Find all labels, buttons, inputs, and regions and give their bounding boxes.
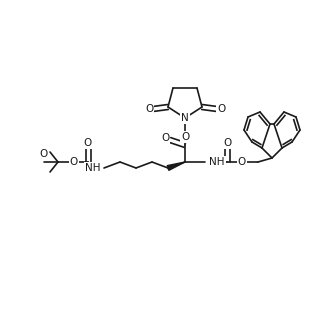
Text: O: O — [84, 138, 92, 148]
Text: N: N — [181, 113, 189, 123]
Text: NH: NH — [209, 157, 224, 167]
Text: O: O — [70, 157, 78, 167]
Polygon shape — [167, 162, 185, 170]
Text: O: O — [145, 104, 153, 114]
Text: O: O — [217, 104, 225, 114]
Text: O: O — [238, 157, 246, 167]
Text: O: O — [40, 149, 48, 159]
Text: O: O — [161, 133, 169, 143]
Text: O: O — [223, 138, 231, 148]
Text: O: O — [181, 132, 189, 142]
Text: NH: NH — [85, 163, 101, 173]
